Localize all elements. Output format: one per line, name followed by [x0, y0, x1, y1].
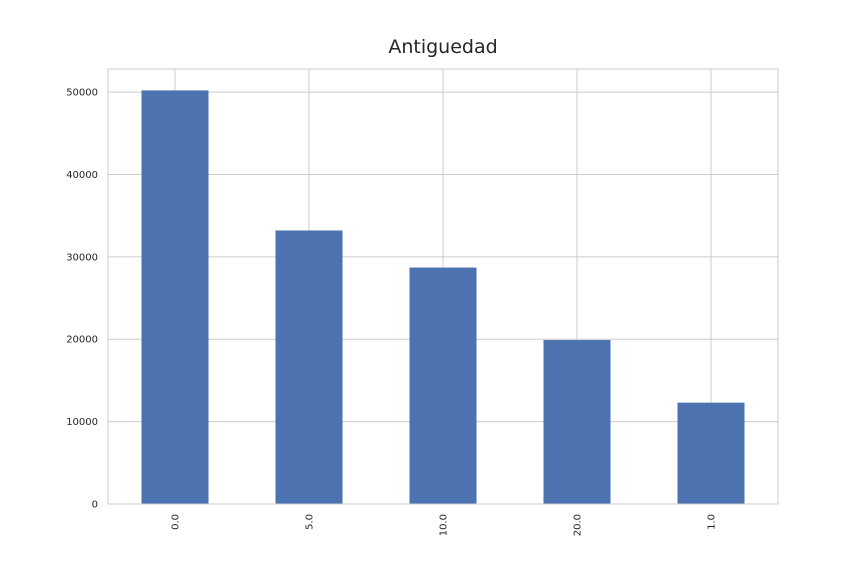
- y-tick-label: 20000: [66, 335, 98, 346]
- x-tick-label: 20.0: [573, 514, 584, 536]
- bars: [141, 90, 745, 504]
- y-tick-label: 30000: [66, 252, 98, 263]
- chart-title: Antiguedad: [388, 36, 497, 58]
- y-tick-label: 40000: [66, 170, 98, 181]
- x-tick-label: 1.0: [707, 514, 718, 530]
- bar-0.0: [141, 90, 209, 504]
- bar-5.0: [275, 230, 343, 504]
- x-tick-label: 0.0: [171, 514, 182, 530]
- x-tick-labels: 0.0 5.0 10.0 20.0 1.0: [171, 514, 718, 536]
- y-tick-label: 10000: [66, 417, 98, 428]
- y-tick-labels: 0 10000 20000 30000 40000 50000: [66, 88, 98, 511]
- bar-10.0: [409, 267, 477, 504]
- y-tick-label: 0: [92, 500, 98, 511]
- x-tick-label: 5.0: [305, 514, 316, 530]
- x-tick-label: 10.0: [439, 514, 450, 536]
- y-tick-label: 50000: [66, 88, 98, 99]
- bar-20.0: [543, 340, 611, 504]
- plot-frame: [107, 68, 779, 505]
- bar-1.0: [677, 402, 745, 504]
